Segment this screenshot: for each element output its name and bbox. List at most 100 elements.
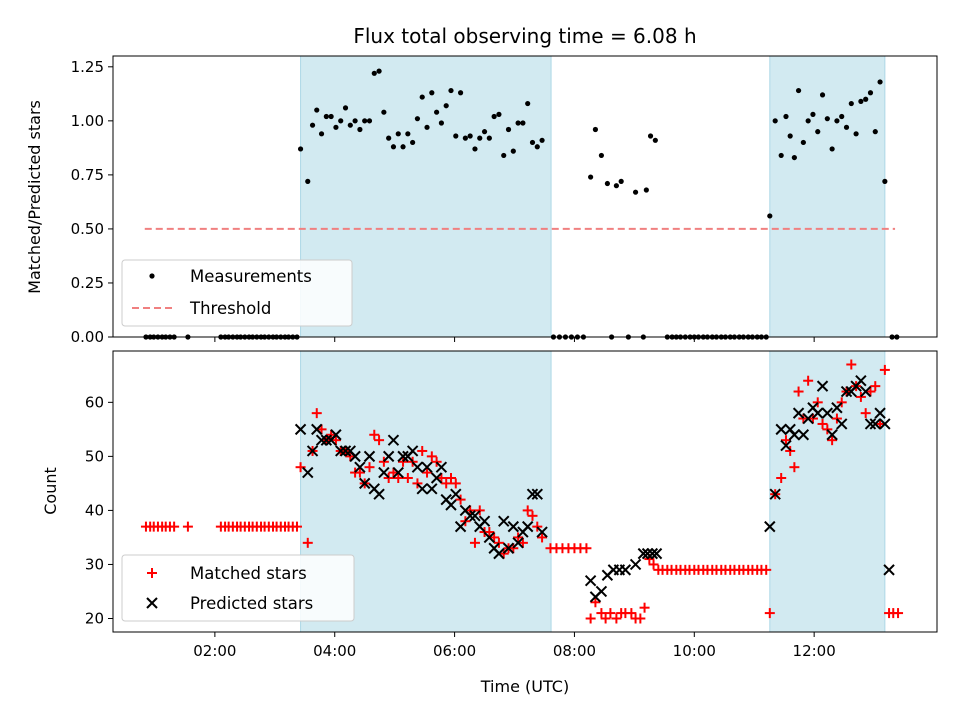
predicted-star-point xyxy=(435,461,448,473)
measurement-point xyxy=(486,135,492,141)
matched-star-point xyxy=(426,451,437,462)
y-tick-label: 60 xyxy=(85,393,104,411)
measurement-point xyxy=(419,94,425,100)
predicted-star-point xyxy=(855,375,867,387)
predicted-star-point xyxy=(526,488,539,500)
predicted-star-point xyxy=(646,547,659,560)
measurement-point xyxy=(477,135,483,141)
measurement-point xyxy=(462,135,468,141)
matched-star-point xyxy=(441,478,452,489)
matched-star-point xyxy=(330,435,341,446)
matched-star-point xyxy=(345,451,356,462)
legend-measurements-marker xyxy=(149,273,155,279)
matched-star-point xyxy=(374,435,385,446)
predicted-star-point xyxy=(797,429,810,441)
matched-star-point xyxy=(879,364,890,375)
matched-star-point xyxy=(822,424,833,435)
matched-star-point xyxy=(764,608,775,619)
matched-star-point xyxy=(484,527,495,538)
matched-star-point xyxy=(605,608,616,619)
measurement-point xyxy=(647,133,654,139)
measurement-point xyxy=(604,180,611,187)
bottom-y-axis: 20 30 40 50 60 xyxy=(85,393,113,627)
predicted-star-point xyxy=(363,450,376,463)
predicted-star-point xyxy=(358,477,371,490)
predicted-star-point xyxy=(536,526,548,538)
measurement-point xyxy=(515,120,521,126)
measurement-point xyxy=(376,68,382,74)
predicted-star-point xyxy=(826,429,838,441)
matched-star-point xyxy=(532,521,543,532)
predicted-star-point xyxy=(874,407,886,419)
measurement-point xyxy=(501,152,507,159)
predicted-star-point xyxy=(430,472,443,484)
x-tick-label: 08:00 xyxy=(553,642,596,660)
predicted-star-point xyxy=(764,520,776,533)
bottom-panel: 20 30 40 50 60 02:00 04:00 06:00 08:00 10:00 12:0… xyxy=(41,350,938,696)
predicted-star-point xyxy=(411,461,424,473)
matched-star-point xyxy=(402,472,413,483)
matched-star-point xyxy=(388,467,399,478)
bottom-observing-windows xyxy=(300,350,886,633)
predicted-star-point xyxy=(349,450,361,463)
matched-star-point xyxy=(302,537,313,548)
predicted-star-point xyxy=(802,412,814,425)
measurement-point xyxy=(867,90,874,96)
measurement-point xyxy=(877,79,883,85)
measurement-point xyxy=(534,144,540,150)
bottom-legend: Matched stars Predicted stars xyxy=(121,554,355,622)
predicted-star-point xyxy=(450,488,462,500)
predicted-star-point xyxy=(816,380,829,392)
predicted-star-point xyxy=(780,439,792,452)
measurement-point xyxy=(362,118,368,124)
top-x-ticks xyxy=(214,337,815,342)
top-plot-frame xyxy=(112,55,938,338)
matched-star-point xyxy=(412,478,423,489)
measurement-point xyxy=(481,129,488,135)
bottom-y-axis-label: Count xyxy=(41,467,60,515)
measurement-point xyxy=(843,124,850,130)
predicted-star-point xyxy=(619,564,632,576)
measurement-point xyxy=(598,152,605,159)
predicted-star-point xyxy=(637,547,650,560)
matched-star-point xyxy=(508,543,519,554)
measurement-point xyxy=(882,178,888,184)
matched-star-point xyxy=(865,386,876,397)
measurement-point xyxy=(778,152,784,159)
matched-star-point xyxy=(875,418,886,429)
matched-star-point xyxy=(798,413,809,424)
legend-matched-marker xyxy=(147,568,157,578)
legend-threshold-label: Threshold xyxy=(189,299,271,318)
matched-star-point xyxy=(855,391,866,402)
matched-star-point xyxy=(489,532,500,543)
measurement-point xyxy=(405,131,411,137)
measurement-point xyxy=(305,178,311,184)
y-tick-label: 0.00 xyxy=(71,328,104,346)
predicted-star-point xyxy=(478,515,491,527)
matched-star-point xyxy=(522,505,533,516)
measurement-point xyxy=(863,96,869,102)
measurement-point xyxy=(805,118,811,124)
bottom-x-axis: 02:00 04:00 06:00 08:00 10:00 12:00 xyxy=(193,632,836,660)
observing-window xyxy=(769,55,886,338)
predicted-star-point xyxy=(387,434,400,446)
predicted-star-point xyxy=(483,531,496,544)
y-tick-label: 0.50 xyxy=(71,220,104,238)
measurement-point xyxy=(395,131,401,137)
measurement-point xyxy=(448,87,454,94)
measurement-point xyxy=(783,113,789,120)
measurement-point xyxy=(810,111,816,117)
predicted-star-point xyxy=(502,542,515,554)
matched-star-point xyxy=(846,359,857,370)
predicted-star-point xyxy=(320,434,333,446)
predicted-star-point xyxy=(792,407,805,419)
matched-star-point xyxy=(513,532,524,543)
matched-star-point xyxy=(639,602,650,613)
predicted-star-point xyxy=(821,407,834,419)
matched-star-point xyxy=(807,413,818,424)
predicted-star-point xyxy=(521,520,534,533)
measurement-point xyxy=(505,126,512,133)
measurement-point xyxy=(767,213,773,219)
measurement-point xyxy=(371,70,377,76)
matched-star-point xyxy=(590,597,601,608)
